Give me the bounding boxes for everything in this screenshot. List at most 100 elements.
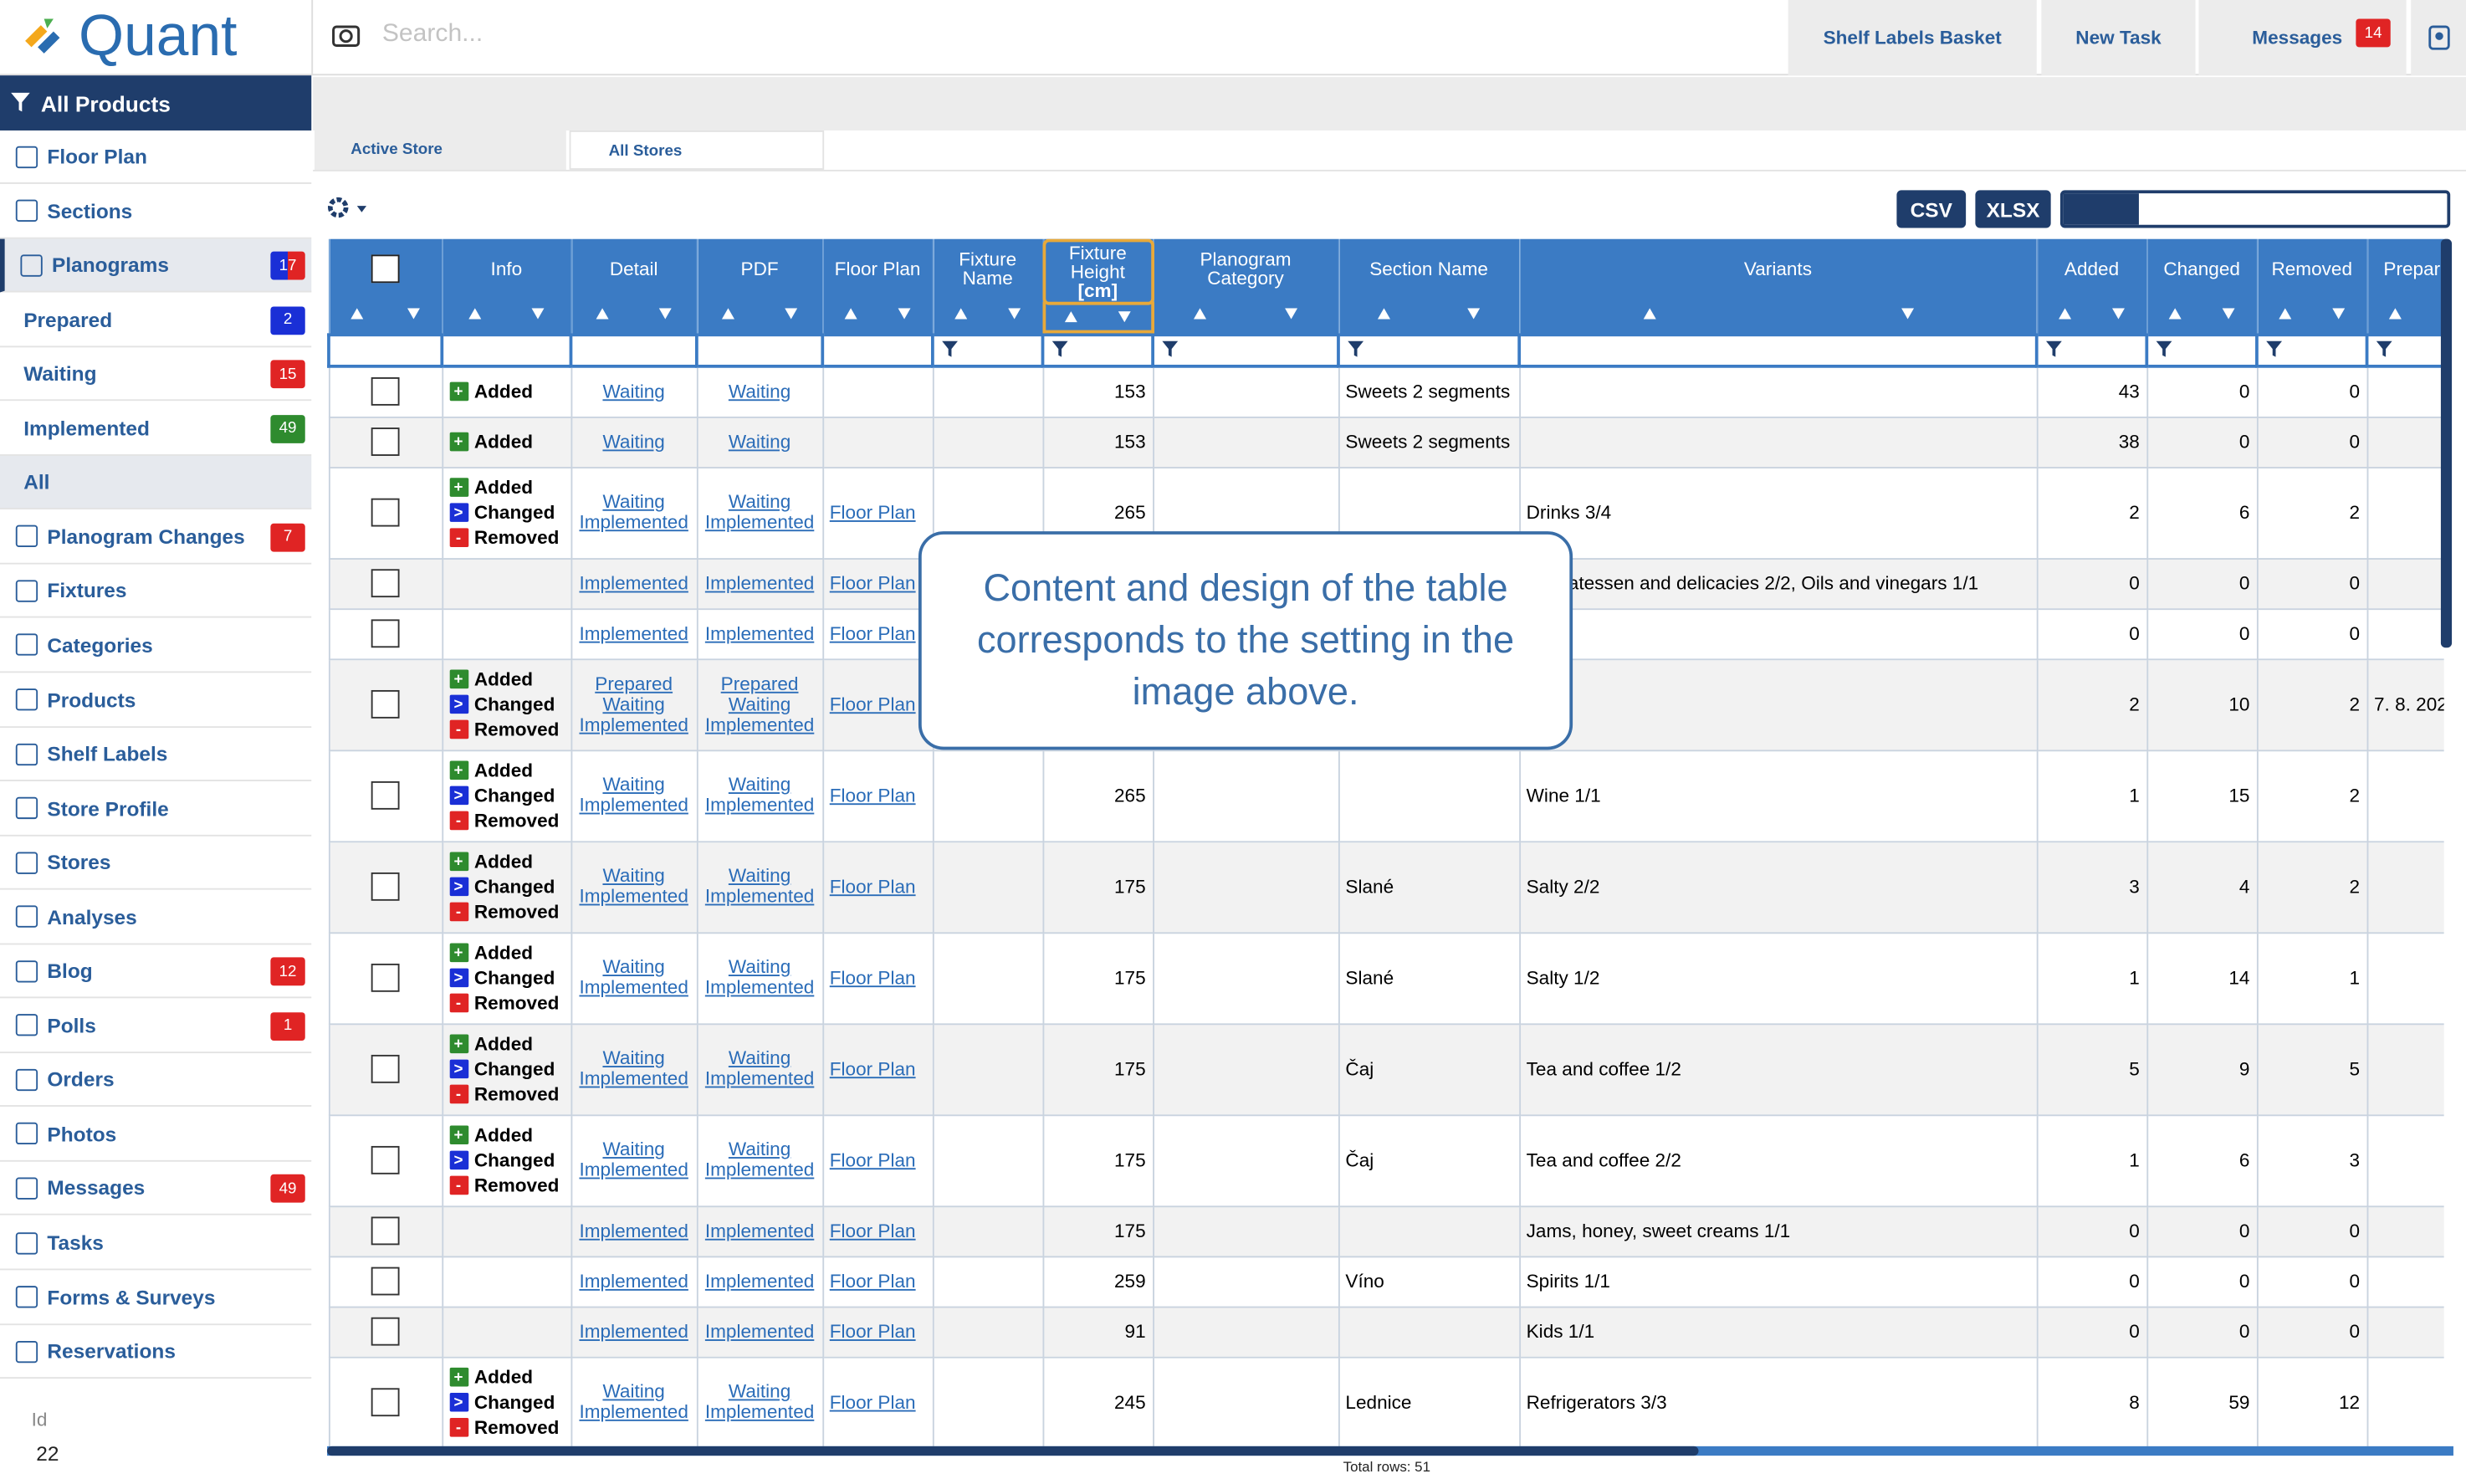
pdf-link[interactable]: Implemented [704,1269,815,1292]
filter-cell[interactable] [1151,333,1340,368]
column-header[interactable]: Floor Plan [821,238,933,335]
filter-cell[interactable] [327,333,444,368]
row-select[interactable] [328,658,443,751]
sidebar-item[interactable]: Shelf Labels [0,728,312,782]
pdf-link[interactable]: Prepared [720,672,799,694]
new-task[interactable]: New Task [2041,0,2196,76]
filter-cell[interactable] [569,333,698,368]
row-select[interactable] [328,1255,443,1307]
detail-link[interactable]: Prepared [595,672,673,694]
row-select[interactable] [328,557,443,610]
sidebar-item[interactable]: Reservations [0,1325,312,1379]
detail-link[interactable]: Implemented [579,1067,688,1090]
pdf-link[interactable]: Implemented [704,713,815,735]
detail-link[interactable]: Waiting [602,1379,665,1403]
floor-plan-link[interactable]: Floor Plan [829,1390,916,1413]
detail-link[interactable]: Implemented [579,1319,688,1342]
row-select[interactable] [328,1355,443,1446]
column-header[interactable]: Fixture Height [cm] [1041,238,1154,335]
xlsx-button[interactable]: XLSX [1975,190,2051,228]
sidebar-item[interactable]: Photos [0,1108,312,1162]
pdf-link[interactable]: Implemented [704,571,815,594]
pdf-link[interactable]: Implemented [704,622,815,644]
tab-active-store[interactable]: Active Store [315,130,566,170]
sidebar-item[interactable]: Blog 12 [0,945,312,999]
column-header[interactable]: Removed [2256,238,2367,335]
floor-plan-link[interactable]: Floor Plan [829,1148,916,1171]
pdf-link[interactable]: Waiting [728,1046,791,1069]
settings[interactable] [325,195,370,223]
pdf-link[interactable]: Implemented [704,884,815,908]
pdf-link[interactable]: Waiting [728,429,791,453]
filter-cell[interactable] [2034,333,2149,368]
detail-link[interactable]: Implemented [579,510,688,534]
column-header[interactable]: Section Name [1338,238,1520,335]
pdf-link[interactable]: Implemented [704,1067,815,1090]
row-select[interactable] [328,1113,443,1207]
column-header[interactable]: Fixture Name [931,238,1043,335]
floor-plan-link[interactable]: Floor Plan [829,1269,916,1292]
shelf-labels-basket[interactable]: Shelf Labels Basket [1788,0,2037,76]
detail-link[interactable]: Implemented [579,713,688,735]
pdf-link[interactable]: Waiting [728,1138,791,1160]
filter-cell[interactable] [2145,333,2259,368]
pdf-link[interactable]: Waiting [728,490,791,513]
filter-input[interactable] [2059,190,2451,228]
filter-cell[interactable] [2255,333,2369,368]
pdf-link[interactable]: Implemented [704,1219,815,1241]
floor-plan-link[interactable]: Floor Plan [829,1219,916,1241]
detail-link[interactable]: Waiting [602,429,665,453]
row-select[interactable] [328,840,443,934]
filter-cell[interactable] [931,333,1045,368]
row-select[interactable] [328,466,443,560]
pdf-link[interactable]: Waiting [728,1379,791,1403]
column-header[interactable]: Detail [570,238,697,335]
detail-link[interactable]: Implemented [579,975,688,999]
row-select[interactable] [328,1022,443,1116]
floor-plan-link[interactable]: Floor Plan [829,622,916,644]
detail-link[interactable]: Implemented [579,1219,688,1241]
pdf-link[interactable]: Implemented [704,510,815,534]
row-select[interactable] [328,1305,443,1358]
sidebar-item[interactable]: Stores [0,837,312,890]
detail-link[interactable]: Waiting [602,955,665,978]
floor-plan-link[interactable]: Floor Plan [829,1319,916,1342]
detail-link[interactable]: Waiting [602,490,665,513]
camera-icon[interactable] [330,19,362,51]
column-header[interactable]: Added [2035,238,2147,335]
detail-link[interactable]: Implemented [579,622,688,644]
pdf-link[interactable]: Waiting [728,692,791,715]
floor-plan-link[interactable]: Floor Plan [829,571,916,594]
row-select[interactable] [328,931,443,1025]
sidebar-item[interactable]: Fixtures [0,565,312,619]
sidebar-item[interactable]: All [0,456,312,510]
column-header[interactable]: Info [441,238,571,335]
filter-cell[interactable] [440,333,573,368]
search-input[interactable]: Search... [381,20,483,48]
sidebar-item[interactable]: Categories [0,619,312,673]
pdf-link[interactable]: Implemented [704,793,815,816]
sidebar-item[interactable]: Sections [0,185,312,238]
sidebar-item[interactable]: Messages 49 [0,1163,312,1216]
row-select[interactable] [328,365,443,417]
filter-cell[interactable] [695,333,825,368]
detail-link[interactable]: Waiting [602,864,665,887]
detail-link[interactable]: Waiting [602,773,665,796]
filter-cell[interactable] [1517,333,2039,368]
sidebar-item[interactable]: Floor Plan [0,130,312,184]
detail-link[interactable]: Waiting [602,1046,665,1069]
profile[interactable] [2411,0,2466,76]
pdf-link[interactable]: Implemented [704,975,815,999]
csv-button[interactable]: CSV [1896,190,1967,228]
sidebar-item[interactable]: Analyses [0,891,312,944]
sidebar-item[interactable]: Forms & Surveys [0,1271,312,1325]
pdf-link[interactable]: Implemented [704,1319,815,1342]
sidebar-title[interactable]: All Products [0,75,312,130]
column-header[interactable] [328,238,443,335]
row-select[interactable] [328,1205,443,1257]
pdf-link[interactable]: Waiting [728,380,791,402]
floor-plan-link[interactable]: Floor Plan [829,1057,916,1080]
detail-link[interactable]: Implemented [579,1158,688,1181]
row-select[interactable] [328,607,443,660]
row-select[interactable] [328,749,443,842]
